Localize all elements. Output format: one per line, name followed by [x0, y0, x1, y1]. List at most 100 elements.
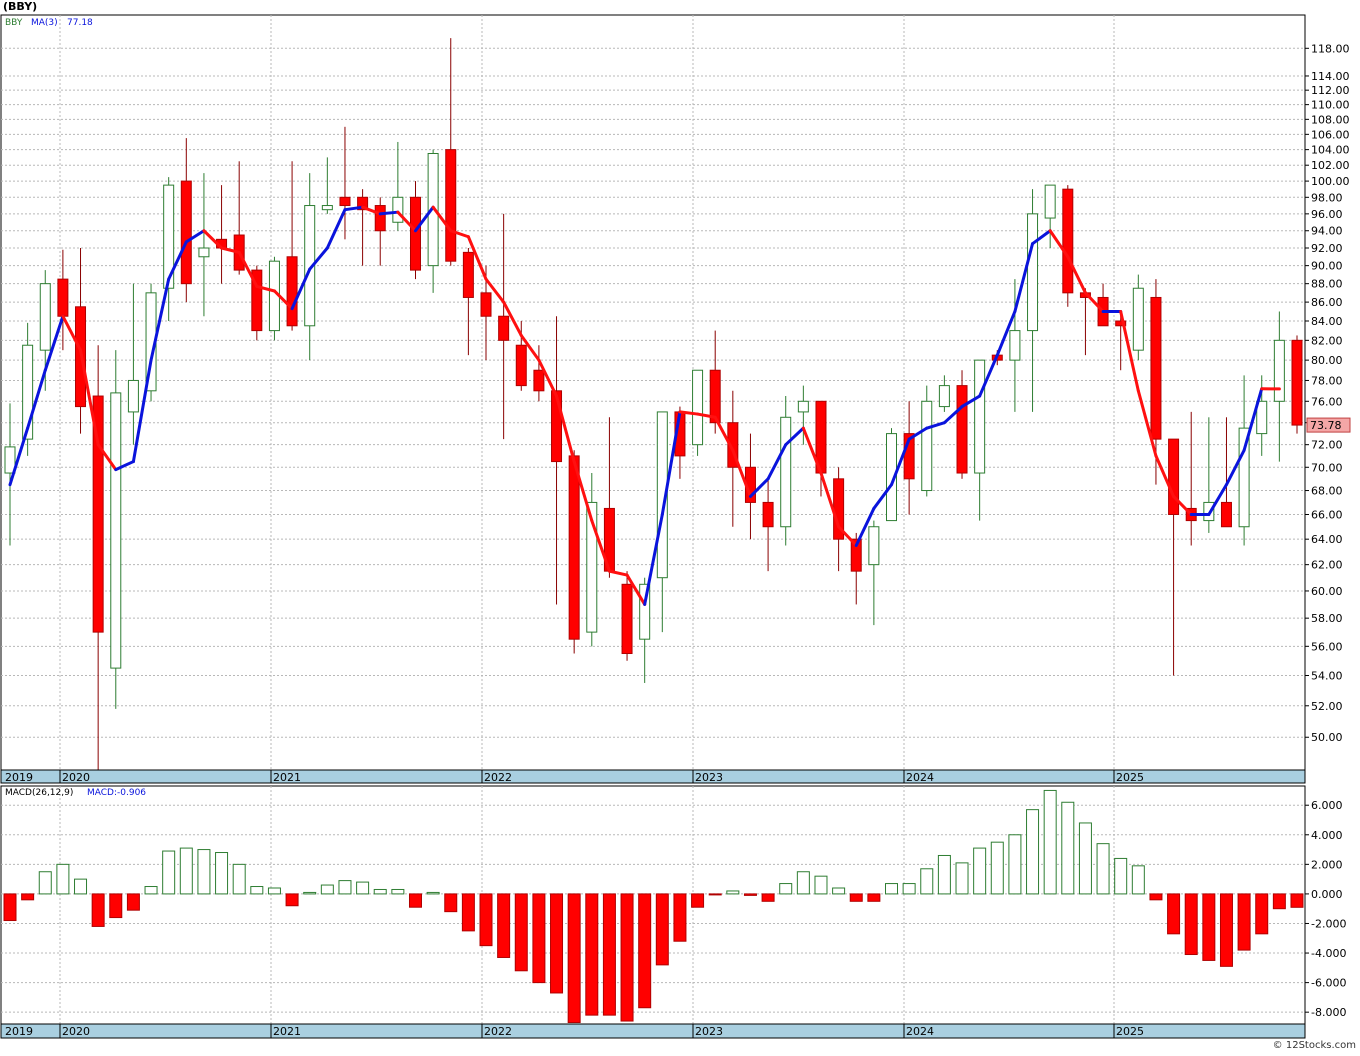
- macd-bar: [1237, 893, 1251, 951]
- candle-body: [938, 385, 950, 408]
- ma-segment: [378, 210, 400, 216]
- price-tick-label: 78.00: [1311, 374, 1343, 387]
- price-tick-label: 114.00: [1311, 70, 1350, 83]
- candle-body: [1044, 184, 1056, 219]
- ma-segment: [202, 229, 224, 250]
- ma-segment: [361, 205, 382, 216]
- macd-bar: [726, 890, 740, 895]
- candle-body: [1256, 400, 1268, 435]
- macd-bar: [1096, 843, 1110, 895]
- ma-segment: [1207, 483, 1228, 516]
- macd-bar: [550, 893, 564, 994]
- macd-bar: [303, 891, 317, 895]
- candle-body: [110, 392, 122, 669]
- price-tick-label: 62.00: [1311, 559, 1343, 572]
- ma-segment: [149, 277, 171, 362]
- candle-body: [304, 205, 316, 327]
- candle-body: [1009, 330, 1021, 361]
- candle-body: [92, 395, 104, 633]
- candle-body: [868, 526, 880, 566]
- macd-bar: [1290, 893, 1304, 908]
- macd-bar: [215, 852, 229, 895]
- macd-bar: [373, 888, 387, 895]
- candle-body: [709, 369, 721, 424]
- ma-segment: [1066, 255, 1087, 295]
- macd-bar: [990, 841, 1004, 895]
- macd-bar: [1184, 893, 1198, 956]
- macd-bar: [391, 888, 405, 895]
- price-tick-label: 72.00: [1311, 439, 1343, 452]
- candle-body: [22, 344, 34, 440]
- credit-text: © 12Stocks.com: [1272, 1040, 1356, 1051]
- macd-bar: [338, 880, 352, 895]
- ma-segment: [114, 460, 135, 472]
- macd-bar: [585, 893, 599, 1016]
- candle-body: [480, 292, 492, 317]
- macd-bar: [250, 886, 264, 895]
- price-tick-label: 106.00: [1311, 128, 1350, 141]
- candle-body: [551, 390, 563, 463]
- ma-segment: [343, 205, 365, 212]
- candle-body: [57, 278, 69, 317]
- candle-body: [1150, 296, 1162, 440]
- macd-bar: [602, 893, 616, 1016]
- ma-segment: [1119, 309, 1140, 393]
- ma-segment: [537, 358, 559, 398]
- price-date-strip: [0, 769, 1306, 784]
- macd-year-label: 2020: [62, 1025, 90, 1038]
- candle-body: [568, 455, 580, 640]
- macd-date-strip: [0, 1023, 1306, 1039]
- ma-segment: [960, 394, 982, 409]
- candle-body: [339, 196, 351, 207]
- ma-segment: [290, 267, 312, 311]
- ma-segment: [907, 426, 929, 441]
- last-price-label: 73.78: [1310, 419, 1342, 432]
- ma-segment: [678, 410, 700, 416]
- candle-body: [163, 184, 175, 289]
- macd-bar: [497, 893, 511, 958]
- legend-ticker: BBY: [5, 18, 23, 28]
- ma-segment: [167, 240, 188, 281]
- legend-ma-label: MA(3): [31, 18, 58, 28]
- candle-body: [498, 315, 510, 341]
- price-tick-label: 108.00: [1311, 113, 1350, 126]
- price-tick-label: 52.00: [1311, 700, 1343, 713]
- price-tick-label: 112.00: [1311, 84, 1350, 97]
- ma-segment: [1136, 389, 1158, 458]
- ma-segment: [272, 289, 294, 311]
- ma-segment: [766, 443, 788, 481]
- price-tick-label: 60.00: [1311, 585, 1343, 598]
- macd-bar: [567, 893, 581, 1024]
- ma-segment: [1048, 229, 1070, 259]
- ma-segment: [995, 309, 1017, 357]
- ma-segment: [449, 229, 470, 239]
- ma-segment: [660, 410, 682, 516]
- ma-segment: [1224, 448, 1246, 487]
- macd-bar: [408, 893, 422, 908]
- price-tick-label: 80.00: [1311, 354, 1343, 367]
- candle-body: [1132, 287, 1144, 351]
- macd-bar: [885, 883, 898, 895]
- price-panel: [0, 14, 1306, 771]
- macd-tick-label: -8.000: [1311, 1006, 1346, 1019]
- macd-bar: [479, 893, 493, 947]
- macd-bar: [285, 893, 299, 907]
- candle-body: [127, 379, 139, 413]
- price-year-label: 2025: [1116, 771, 1144, 784]
- macd-year-label: 2019: [5, 1025, 33, 1038]
- macd-bar: [1149, 893, 1163, 901]
- ma-segment: [519, 333, 541, 362]
- candle-body: [515, 344, 527, 387]
- price-tick-label: 92.00: [1311, 242, 1343, 255]
- ma-segment: [184, 229, 206, 244]
- price-tick-label: 76.00: [1311, 395, 1343, 408]
- candle-body: [409, 196, 421, 271]
- candle-body: [1168, 438, 1180, 515]
- macd-bar: [179, 847, 193, 895]
- macd-bar: [1167, 893, 1181, 935]
- macd-tick-label: 6.000: [1311, 799, 1343, 812]
- macd-bar: [849, 893, 863, 902]
- macd-tick-label: -6.000: [1311, 977, 1346, 990]
- macd-year-label: 2022: [484, 1025, 512, 1038]
- macd-panel: [0, 785, 1306, 1025]
